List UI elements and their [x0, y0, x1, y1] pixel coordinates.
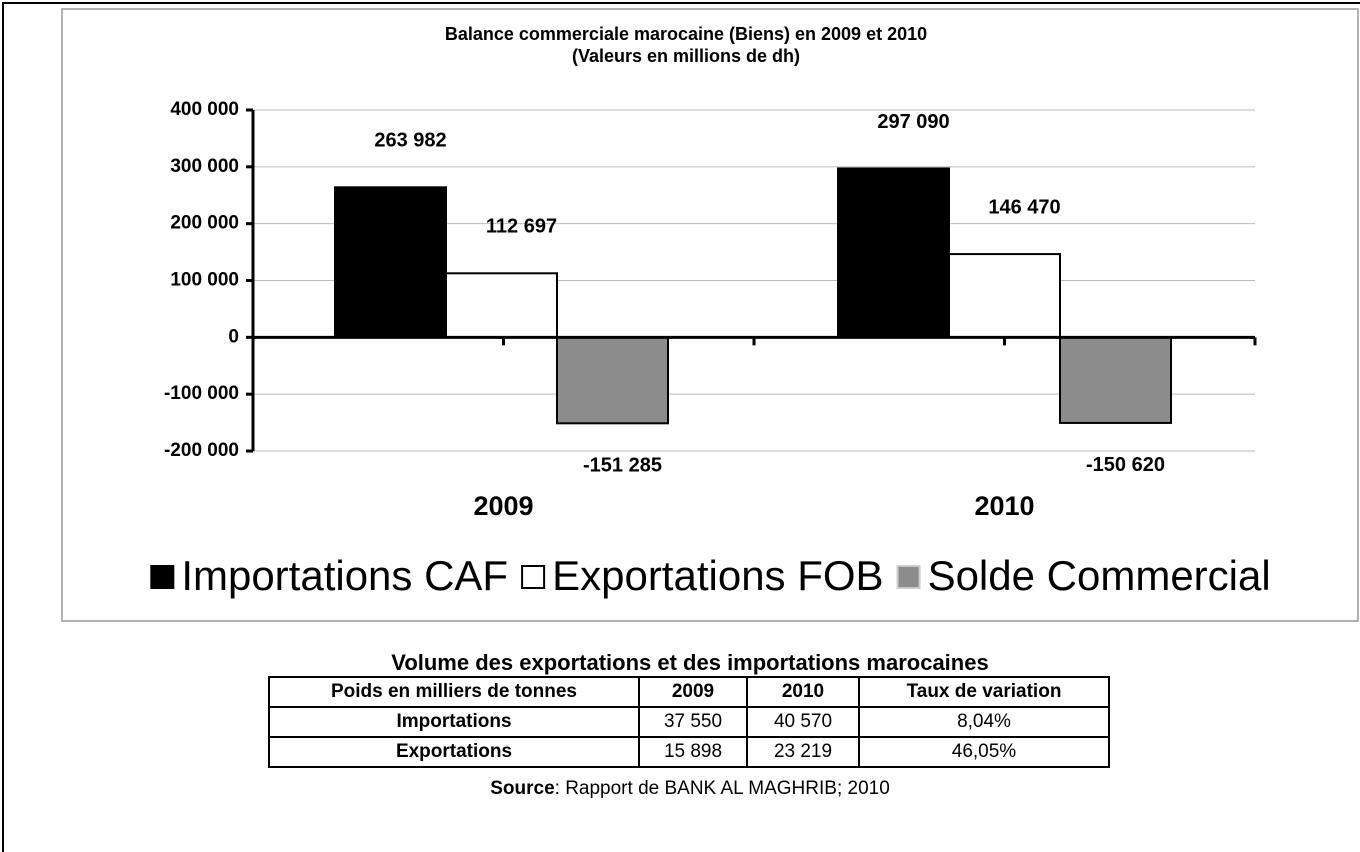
row-header: Importations — [268, 706, 640, 738]
legend-label: Solde Commercial — [928, 552, 1271, 599]
legend-label: Exportations FOB — [552, 552, 883, 599]
y-tick-label: 0 — [228, 326, 239, 347]
y-tick-label: -200 000 — [164, 440, 239, 461]
row-header: Exportations — [268, 736, 640, 768]
y-tick-label: 100 000 — [170, 270, 239, 291]
header-cell: Taux de variation — [858, 676, 1110, 708]
y-tick-label: 300 000 — [170, 156, 239, 177]
value-label: 297 090 — [877, 111, 949, 133]
header-cell: 2009 — [638, 676, 748, 708]
table-row: Exportations 15 898 23 219 46,05% — [268, 736, 1110, 768]
chart-subtitle: (Valeurs en millions de dh) — [572, 46, 800, 66]
bar — [837, 167, 950, 339]
legend-swatch — [521, 565, 546, 589]
cell: 40 570 — [746, 706, 860, 738]
cell: 46,05% — [858, 736, 1110, 768]
y-tick-label: 200 000 — [170, 213, 239, 234]
legend-swatch — [150, 565, 175, 589]
value-label: -150 620 — [1086, 454, 1165, 476]
chart: Balance commerciale marocaine (Biens) en… — [61, 8, 1359, 622]
table: Poids en milliers de tonnes 2009 2010 Ta… — [268, 676, 1110, 768]
source: Source: Rapport de BANK AL MAGHRIB; 2010 — [340, 778, 1040, 800]
legend-swatch — [896, 565, 921, 589]
value-label: 112 697 — [486, 216, 557, 238]
value-label: 263 982 — [374, 130, 446, 152]
value-label: 146 470 — [988, 196, 1060, 218]
y-tick-label: 400 000 — [170, 99, 239, 120]
source-label: Source — [490, 778, 555, 799]
bar — [556, 336, 669, 425]
bar — [445, 272, 558, 339]
x-tick-label: 2009 — [473, 491, 533, 521]
cell: 15 898 — [638, 736, 748, 768]
cell: 23 219 — [746, 736, 860, 768]
y-tick-label: -100 000 — [164, 383, 239, 404]
chart-title: Balance commerciale marocaine (Biens) en… — [445, 24, 927, 44]
bar — [1059, 336, 1172, 424]
bar — [948, 253, 1061, 339]
chart-frame — [61, 8, 1359, 622]
cell: 37 550 — [638, 706, 748, 738]
table-row: Importations 37 550 40 570 8,04% — [268, 706, 1110, 738]
table-title: Volume des exportations et des importati… — [391, 650, 989, 675]
table-header: Poids en milliers de tonnes 2009 2010 Ta… — [268, 676, 1110, 708]
cell: 8,04% — [858, 706, 1110, 738]
x-tick-label: 2010 — [974, 491, 1034, 521]
legend-label: Importations CAF — [181, 552, 508, 599]
source-text: : Rapport de BANK AL MAGHRIB; 2010 — [554, 778, 890, 799]
bar — [334, 186, 447, 339]
value-label: -151 285 — [583, 455, 662, 477]
legend: Importations CAF Exportations FOB Solde Co… — [150, 552, 1271, 599]
header-cell: Poids en milliers de tonnes — [268, 676, 640, 708]
header-cell: 2010 — [746, 676, 860, 708]
